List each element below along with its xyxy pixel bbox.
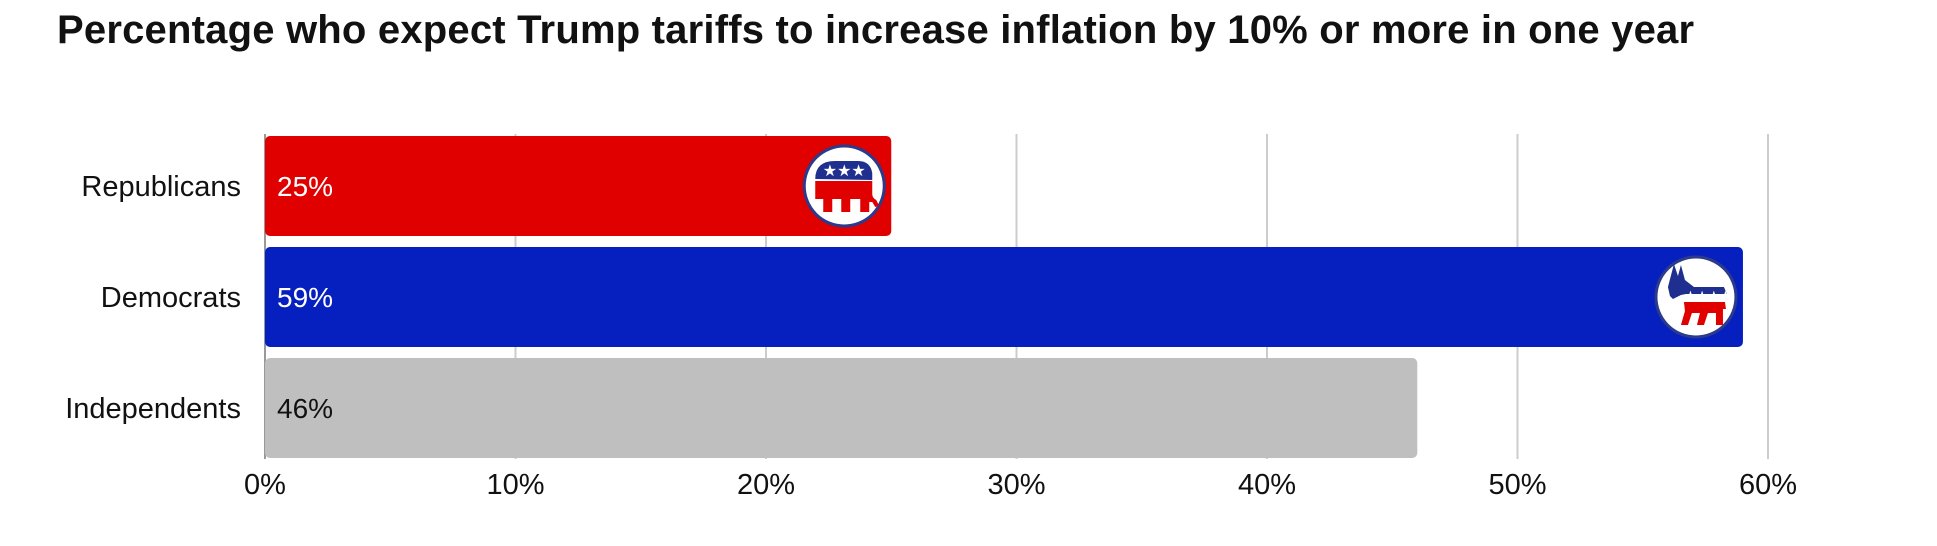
x-axis: 0% 10% 20% 30% 40% 50% 60% xyxy=(244,469,1797,501)
chart-title: Percentage who expect Trump tariffs to i… xyxy=(57,8,1695,52)
democrat-donkey-icon xyxy=(1654,255,1738,339)
y-axis: Republicans Democrats Independents xyxy=(65,171,241,425)
republican-elephant-icon xyxy=(802,144,886,228)
x-tick-label-60: 60% xyxy=(1739,469,1797,501)
category-label-republicans: Republicans xyxy=(81,171,241,203)
x-tick-label-0: 0% xyxy=(244,469,286,501)
x-tick-label-40: 40% xyxy=(1238,469,1296,501)
data-label-democrats: 59% xyxy=(277,282,333,313)
x-tick-label-10: 10% xyxy=(486,469,544,501)
data-label-republicans: 25% xyxy=(277,171,333,202)
bars: 25% 59% 46% xyxy=(265,136,1743,458)
category-label-democrats: Democrats xyxy=(101,282,241,314)
bar-democrats xyxy=(265,247,1743,347)
x-tick-label-20: 20% xyxy=(737,469,795,501)
bar-republicans xyxy=(265,136,892,236)
x-tick-label-30: 30% xyxy=(987,469,1045,501)
x-tick-label-50: 50% xyxy=(1488,469,1546,501)
data-label-independents: 46% xyxy=(277,393,333,424)
bar-independents xyxy=(265,358,1418,458)
category-label-independents: Independents xyxy=(65,393,241,425)
